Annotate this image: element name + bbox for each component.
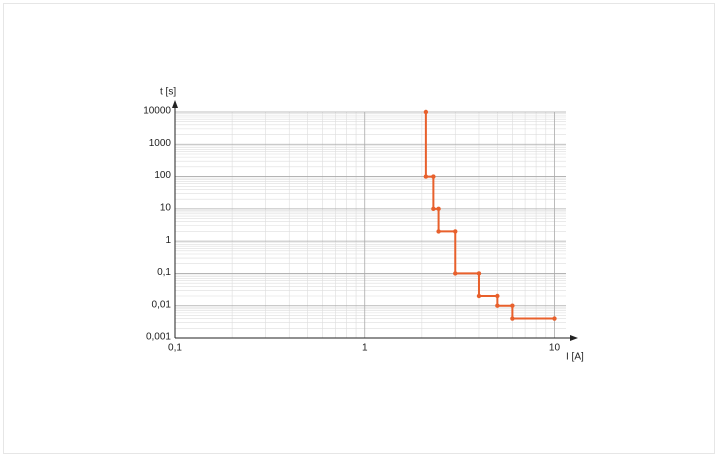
y-tick-label: 0,01 bbox=[152, 299, 172, 310]
x-axis-label: I [A] bbox=[566, 352, 584, 363]
y-axis-arrow bbox=[172, 100, 178, 108]
point bbox=[476, 293, 482, 299]
y-tick-label: 1000 bbox=[149, 138, 172, 149]
point bbox=[476, 271, 482, 276]
point bbox=[436, 206, 441, 212]
point bbox=[436, 229, 441, 234]
y-tick-label: 10 bbox=[160, 202, 172, 213]
point bbox=[510, 303, 515, 308]
curve bbox=[424, 112, 555, 320]
point bbox=[495, 293, 500, 299]
point bbox=[423, 174, 429, 179]
point bbox=[510, 316, 515, 321]
y-tick-label: 10000 bbox=[143, 106, 171, 117]
point bbox=[453, 271, 458, 276]
x-tick-label: 0,1 bbox=[168, 343, 182, 354]
x-axis-arrow bbox=[570, 335, 578, 341]
point bbox=[453, 229, 458, 234]
y-tick-label: 0,1 bbox=[157, 267, 171, 278]
y-tick-label: 100 bbox=[154, 170, 171, 181]
point bbox=[431, 206, 436, 212]
x-tick-label: 10 bbox=[549, 343, 561, 354]
y-axis-label: t [s] bbox=[160, 87, 176, 98]
point bbox=[431, 174, 436, 179]
point bbox=[552, 316, 557, 321]
point bbox=[423, 109, 429, 115]
y-tick-label: 1 bbox=[165, 235, 171, 246]
point bbox=[495, 303, 500, 308]
frame bbox=[3, 3, 715, 454]
y-tick-label: 0,001 bbox=[146, 332, 171, 343]
x-tick-label: 1 bbox=[362, 343, 368, 354]
